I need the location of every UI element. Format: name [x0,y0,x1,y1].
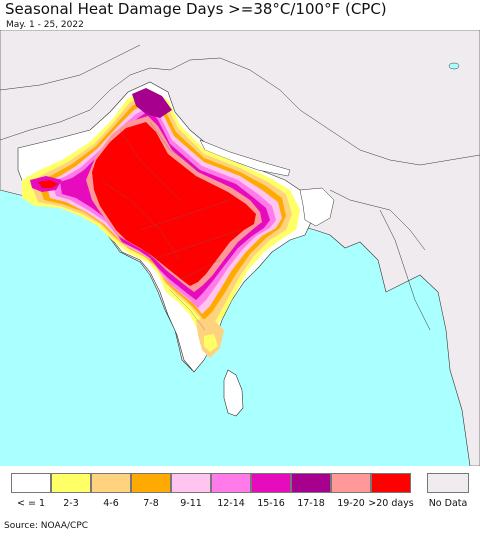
legend-swatch-no-data [427,473,469,493]
legend-label-over-20: >20 days [368,498,414,509]
heat-band-coast-inner [38,180,58,188]
legend-label-no-data: No Data [428,498,468,509]
legend-label-12-14: 12-14 [217,498,245,509]
legend-swatch-7-8 [131,473,171,493]
state-borders [99,121,241,331]
sri-lanka [223,369,244,417]
heat-band-south-yellow [204,334,218,352]
heat-band-17-18 [132,88,172,118]
bangladesh [299,187,335,227]
legend-label-15-16: 15-16 [257,498,285,509]
nepal [199,139,291,177]
legend-swatch-over-20 [371,473,411,493]
legend-swatch-4-6 [91,473,131,493]
map-date-range: May. 1 - 25, 2022 [6,20,84,30]
legend-label-4-6: 4-6 [103,498,119,509]
legend-swatch-19-20 [331,473,371,493]
legend-swatch-9-11 [171,473,211,493]
source-credit: Source: NOAA/CPC [4,521,89,531]
legend-swatch-15-16 [251,473,291,493]
lake [448,62,460,70]
legend-swatch-2-3 [51,473,91,493]
map-title: Seasonal Heat Damage Days >=38°C/100°F (… [5,0,387,18]
legend-label-17-18: 17-18 [297,498,325,509]
legend-label-le1: < = 1 [16,498,45,509]
heat-band-over-20 [92,122,256,286]
legend-label-9-11: 9-11 [180,498,202,509]
heat-damage-map [0,30,480,466]
legend-label-7-8: 7-8 [143,498,159,509]
country-borders [0,44,480,331]
legend-label-2-3: 2-3 [63,498,79,509]
legend-swatch-12-14 [211,473,251,493]
legend-swatch-17-18 [291,473,331,493]
legend-label-19-20: 19-20 [337,498,365,509]
legend-swatch-le1 [11,473,51,493]
